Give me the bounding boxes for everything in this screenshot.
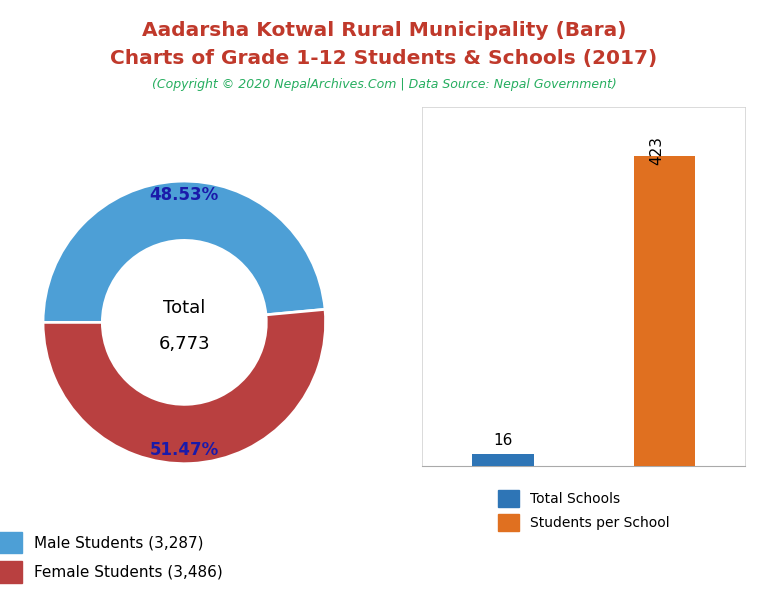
Wedge shape: [43, 309, 326, 464]
Text: 16: 16: [493, 433, 513, 448]
Legend: Male Students (3,287), Female Students (3,486): Male Students (3,287), Female Students (…: [0, 524, 231, 590]
Text: Charts of Grade 1-12 Students & Schools (2017): Charts of Grade 1-12 Students & Schools …: [111, 49, 657, 68]
Text: 51.47%: 51.47%: [150, 441, 219, 458]
Text: Aadarsha Kotwal Rural Municipality (Bara): Aadarsha Kotwal Rural Municipality (Bara…: [142, 21, 626, 40]
Text: 48.53%: 48.53%: [150, 186, 219, 204]
Text: (Copyright © 2020 NepalArchives.Com | Data Source: Nepal Government): (Copyright © 2020 NepalArchives.Com | Da…: [151, 78, 617, 91]
Text: 6,773: 6,773: [158, 334, 210, 353]
Bar: [472, 454, 534, 466]
Wedge shape: [43, 181, 325, 322]
Text: 423: 423: [649, 136, 664, 165]
Bar: [634, 156, 695, 466]
Text: Total: Total: [163, 299, 206, 317]
Legend: Total Schools, Students per School: Total Schools, Students per School: [491, 483, 677, 537]
